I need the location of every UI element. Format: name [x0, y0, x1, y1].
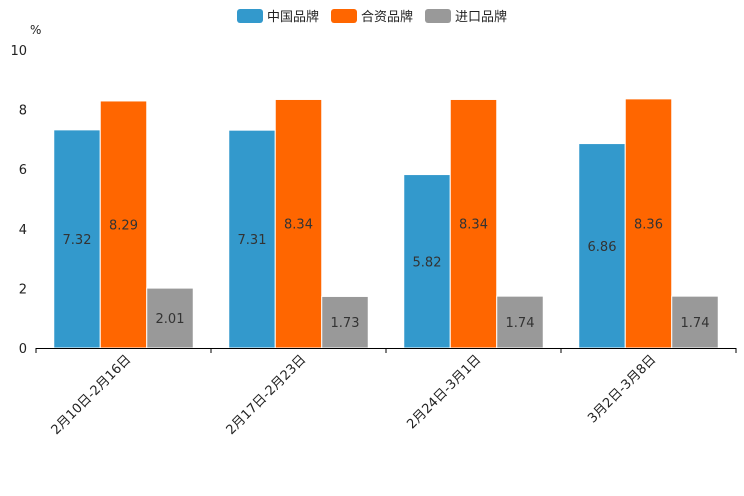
- data-label: 6.86: [588, 240, 617, 255]
- legend-label: 中国品牌: [267, 9, 319, 25]
- data-label: 1.73: [331, 316, 360, 331]
- y-tick-label: 8: [19, 104, 27, 119]
- data-label: 1.74: [506, 316, 535, 331]
- bar: [449, 98, 498, 349]
- data-label: 7.31: [238, 233, 267, 248]
- bar: [578, 143, 626, 349]
- data-label: 1.74: [681, 316, 710, 331]
- legend-item: 中国品牌: [237, 9, 319, 25]
- legend-label: 合资品牌: [361, 9, 413, 25]
- legend-label: 进口品牌: [455, 9, 507, 25]
- data-label: 7.32: [63, 233, 92, 248]
- bar: [671, 295, 719, 349]
- bar: [321, 295, 369, 349]
- legend-item: 合资品牌: [331, 9, 413, 25]
- y-tick-label: 10: [10, 44, 27, 59]
- data-label: 8.36: [634, 217, 663, 232]
- legend-swatch: [331, 9, 357, 23]
- data-label: 2.01: [156, 312, 185, 327]
- bar: [99, 100, 148, 349]
- y-tick-label: 4: [19, 223, 27, 238]
- data-label: 8.29: [109, 218, 138, 233]
- bar: [53, 129, 101, 349]
- data-label: 5.82: [413, 255, 442, 270]
- x-category-label: 3月2日-3月8日: [585, 352, 659, 426]
- x-category-label: 2月17日-2月23日: [224, 352, 310, 438]
- y-axis-unit-label: %: [30, 23, 41, 37]
- data-label: 8.34: [284, 218, 313, 233]
- legend-item: 进口品牌: [425, 9, 507, 25]
- y-tick-label: 0: [19, 342, 27, 357]
- x-axis: 2月10日-2月16日 2月17日-2月23日 2月24日-3月1日 3月2日-3月8…: [35, 348, 737, 438]
- legend-swatch: [425, 9, 451, 23]
- bars: 7.32 8.29 2.01 7.31 8.34 1.73 5.82 8.34 1.74 6.86…: [53, 98, 719, 349]
- y-tick-label: 6: [19, 163, 27, 178]
- legend: 中国品牌 合资品牌 进口品牌: [237, 9, 507, 25]
- x-category-label: 2月10日-2月16日: [49, 352, 135, 438]
- y-tick-label: 2: [19, 282, 27, 297]
- bar: [624, 98, 673, 349]
- y-axis-ticks: 0 2 4 6 8 10: [10, 44, 27, 357]
- data-label: 8.34: [459, 218, 488, 233]
- bar: [228, 129, 276, 349]
- legend-swatch: [237, 9, 263, 23]
- bar: [146, 287, 194, 349]
- bar: [274, 98, 323, 349]
- x-category-label: 2月24日-3月1日: [404, 352, 484, 432]
